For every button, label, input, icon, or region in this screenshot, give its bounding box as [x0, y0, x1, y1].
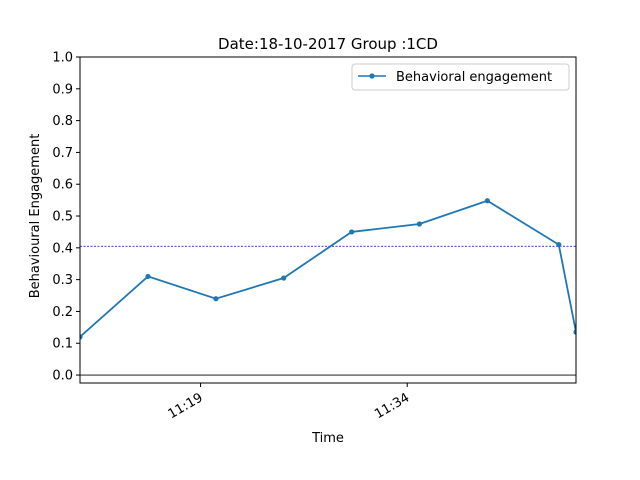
y-axis-label: Behavioural Engagement — [28, 134, 43, 299]
legend-entry-label: Behavioral engagement — [396, 70, 552, 85]
legend-marker-sample — [369, 73, 375, 79]
y-tick-label: 0.9 — [52, 82, 73, 97]
data-point — [281, 275, 287, 281]
data-point — [349, 229, 355, 235]
x-tick-label: 11:19 — [166, 390, 206, 422]
data-point — [573, 329, 576, 335]
y-tick-label: 0.7 — [52, 146, 73, 161]
x-axis: 11:19 11:34 — [166, 383, 412, 422]
legend-frame — [351, 63, 570, 91]
y-tick-label: 0.5 — [52, 210, 73, 225]
chart-title: Date:18-10-2017 Group :1CD — [218, 35, 438, 53]
legend: Behavioral engagement — [351, 63, 570, 91]
series-line-behavioral-engagement — [80, 199, 576, 338]
data-point — [556, 242, 562, 248]
y-tick-label: 1.0 — [52, 51, 73, 66]
data-point — [80, 334, 83, 340]
y-tick-label: 0.0 — [52, 369, 73, 384]
y-tick-label: 0.6 — [52, 178, 73, 193]
data-point — [484, 198, 490, 204]
y-tick-label: 0.2 — [52, 305, 73, 320]
y-tick-label: 0.4 — [52, 241, 73, 256]
x-tick-label: 11:34 — [372, 390, 412, 422]
y-tick-label: 0.1 — [52, 337, 73, 352]
plot-area — [79, 56, 577, 384]
data-point — [145, 273, 151, 280]
y-tick-label: 0.8 — [52, 114, 73, 129]
plot-frame — [79, 56, 577, 384]
data-point — [213, 296, 219, 302]
data-point — [416, 221, 422, 227]
y-axis: 0.0 0.1 0.2 0.3 0.4 0.5 0.6 0.7 0.8 0.9 1.0 — [52, 51, 80, 384]
y-tick-label: 0.3 — [52, 273, 73, 288]
x-axis-label: Time — [311, 431, 344, 446]
